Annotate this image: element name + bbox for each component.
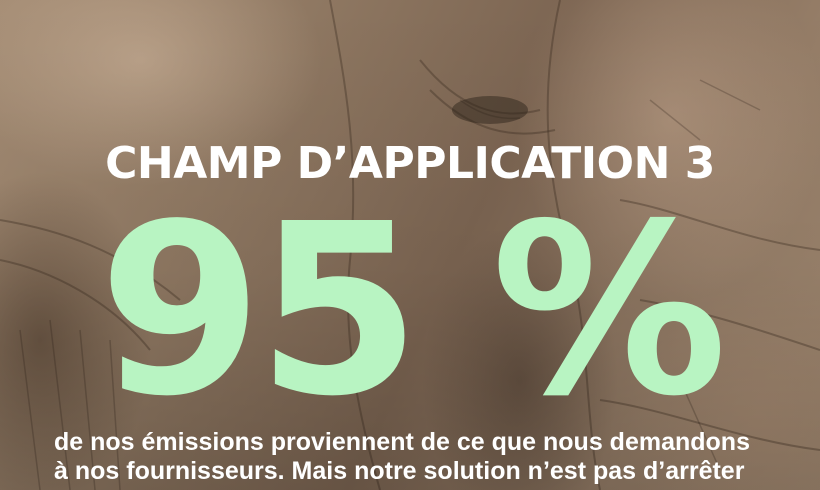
scope-heading: CHAMP D’APPLICATION 3 (105, 138, 715, 189)
description-line: de nos émissions proviennent de ce que n… (54, 428, 750, 456)
description-line: à nos fournisseurs. Mais notre solution … (54, 457, 745, 485)
emissions-percentage: 95 % (98, 173, 727, 448)
description-text: de nos émissions proviennent de ce que n… (54, 428, 794, 486)
